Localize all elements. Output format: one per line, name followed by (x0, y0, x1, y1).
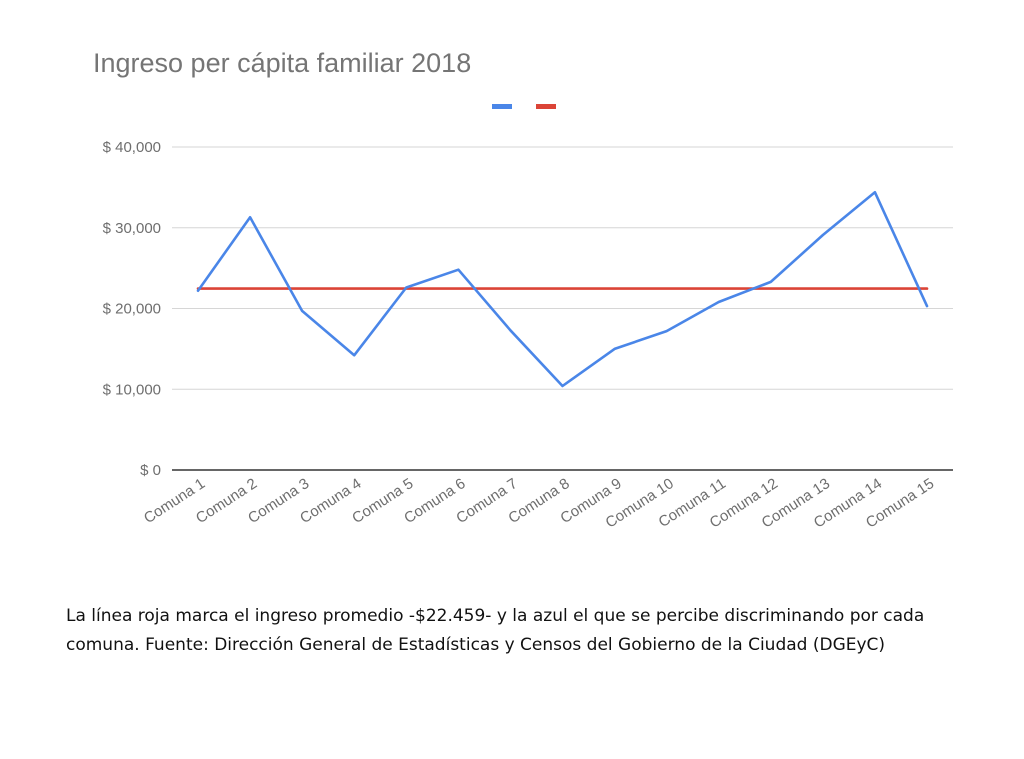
chart-title: Ingreso per cápita familiar 2018 (93, 48, 471, 78)
legend-swatch (492, 104, 512, 109)
y-tick-label: $ 0 (140, 462, 161, 479)
series-lines (196, 190, 929, 388)
y-tick-label: $ 30,000 (103, 220, 161, 237)
y-axis-tick-labels: $ 0 $ 10,000 $ 20,000 $ 30,000 $ 40,000 (103, 139, 161, 479)
series-line-1 (196, 190, 929, 388)
gridlines (172, 146, 953, 471)
y-tick-label: $ 40,000 (103, 139, 161, 156)
line-chart: Ingreso per cápita familiar 2018 $ 0 $ 10… (93, 48, 953, 532)
chart-caption: La línea roja marca el ingreso promedio … (66, 606, 925, 655)
y-tick-label: $ 10,000 (103, 381, 161, 398)
y-tick-label: $ 20,000 (103, 301, 161, 318)
legend-swatch (536, 104, 556, 109)
legend (492, 104, 556, 109)
